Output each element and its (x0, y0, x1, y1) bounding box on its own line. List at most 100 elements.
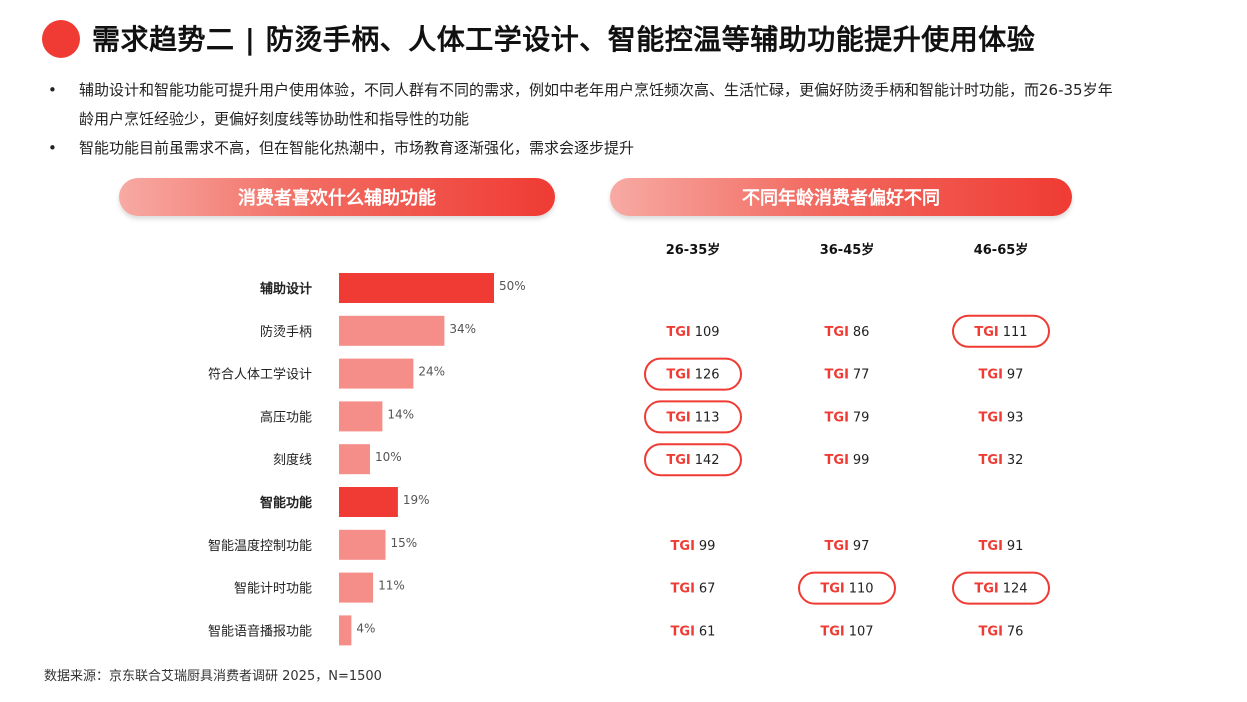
tgi-number: 113 (695, 410, 720, 425)
value-label: 11% (378, 579, 405, 593)
tgi-prefix: TGI (825, 453, 849, 468)
category-label: 智能功能 (260, 495, 312, 511)
tgi-number: 142 (695, 453, 720, 468)
tgi-prefix: TGI (666, 325, 690, 340)
tgi-cell: TGI 91 (979, 539, 1024, 554)
tgi-cell: TGI 32 (979, 453, 1024, 468)
tgi-number: 32 (1007, 453, 1024, 468)
tgi-number: 99 (699, 539, 716, 554)
value-label: 19% (403, 493, 430, 507)
tgi-number: 109 (695, 325, 720, 340)
tgi-cell: TGI 124 (952, 571, 1050, 605)
tgi-prefix: TGI (666, 368, 690, 383)
tgi-value: TGI 109 (666, 325, 719, 340)
tgi-number: 76 (1007, 624, 1024, 639)
tgi-cell: TGI 107 (820, 624, 873, 639)
tgi-value: TGI 32 (979, 453, 1024, 468)
tgi-number: 79 (853, 410, 870, 425)
tgi-cell: TGI 110 (798, 571, 896, 605)
highlight-outline (952, 571, 1050, 605)
tgi-value: TGI 99 (671, 539, 716, 554)
tgi-value: TGI 97 (979, 368, 1024, 383)
tgi-number: 99 (853, 453, 870, 468)
bullet-item: 辅助设计和智能功能可提升用户使用体验，不同人群有不同的需求，例如中老年用户烹饪频… (44, 76, 1124, 134)
bar (339, 529, 386, 560)
tgi-prefix: TGI (671, 624, 695, 639)
tgi-prefix: TGI (820, 582, 844, 597)
tgi-value: TGI 97 (825, 539, 870, 554)
tgi-cell: TGI 109 (666, 325, 719, 340)
category-label: 辅助设计 (260, 281, 312, 297)
tgi-number: 97 (853, 539, 870, 554)
tgi-cell: TGI 61 (671, 624, 716, 639)
tgi-value: TGI 99 (825, 453, 870, 468)
tgi-value: TGI 110 (820, 582, 873, 597)
category-label: 智能计时功能 (234, 582, 312, 597)
tgi-value: TGI 107 (820, 624, 873, 639)
tgi-prefix: TGI (671, 539, 695, 554)
tgi-cell: TGI 79 (825, 410, 870, 425)
tgi-number: 107 (849, 624, 874, 639)
category-label: 智能温度控制功能 (208, 538, 312, 554)
column-header: 46-65岁 (974, 242, 1029, 258)
tgi-value: TGI 126 (666, 368, 719, 383)
bar (339, 315, 445, 346)
tgi-value: TGI 91 (979, 539, 1024, 554)
tgi-value: TGI 77 (825, 368, 870, 383)
value-label: 50% (499, 279, 526, 293)
category-label: 高压功能 (260, 409, 312, 425)
feature-bar-chart: 辅助设计 50% 防烫手柄 34% 符合人体工学设计 24% 高压功能 14% 刻度线 10% 智能… (208, 273, 526, 646)
tgi-cell: TGI 97 (825, 539, 870, 554)
tgi-value: TGI 76 (979, 624, 1024, 639)
tgi-cell: TGI 99 (825, 453, 870, 468)
bar (339, 273, 494, 303)
column-header: 36-45岁 (820, 242, 875, 258)
bar (339, 572, 374, 603)
tgi-prefix: TGI (979, 368, 1003, 383)
bar (339, 444, 370, 475)
tgi-prefix: TGI (825, 539, 849, 554)
bullet-item: 智能功能目前虽需求不高，但在智能化热潮中，市场教育逐渐强化，需求会逐步提升 (44, 134, 1124, 163)
tgi-cell: TGI 111 (952, 314, 1050, 348)
tgi-value: TGI 67 (671, 582, 716, 597)
tgi-prefix: TGI (825, 325, 849, 340)
tgi-cell: TGI 126 (644, 357, 742, 391)
tgi-prefix: TGI (666, 410, 690, 425)
tgi-number: 91 (1007, 539, 1024, 554)
tgi-cell: TGI 93 (979, 410, 1024, 425)
tgi-prefix: TGI (820, 624, 844, 639)
value-label: 14% (387, 407, 414, 421)
tgi-value: TGI 86 (825, 325, 870, 340)
tgi-value: TGI 142 (666, 453, 719, 468)
bar (339, 487, 398, 517)
tgi-number: 67 (699, 582, 716, 597)
tgi-value: TGI 113 (666, 410, 719, 425)
category-label: 刻度线 (273, 452, 312, 468)
page-title: 需求趋势二 | 防烫手柄、人体工学设计、智能控温等辅助功能提升使用体验 (92, 23, 1036, 56)
data-source: 数据来源：京东联合艾瑞厨具消费者调研 2025，N=1500 (44, 669, 382, 684)
tgi-prefix: TGI (825, 410, 849, 425)
tgi-number: 124 (1003, 582, 1028, 597)
bar (339, 358, 414, 389)
tgi-number: 126 (695, 368, 720, 383)
tgi-prefix: TGI (825, 368, 849, 383)
tgi-number: 111 (1003, 325, 1028, 340)
tgi-prefix: TGI (974, 582, 998, 597)
category-label: 智能语音播报功能 (208, 623, 312, 639)
tgi-cell: TGI 113 (644, 400, 742, 434)
tgi-value: TGI 61 (671, 624, 716, 639)
tgi-cell: TGI 97 (979, 368, 1024, 383)
tgi-prefix: TGI (979, 539, 1003, 554)
tgi-number: 97 (1007, 368, 1024, 383)
value-label: 24% (418, 365, 445, 379)
column-header: 26-35岁 (666, 242, 721, 258)
value-label: 4% (356, 621, 375, 635)
tgi-number: 77 (853, 368, 870, 383)
left-panel-title: 消费者喜欢什么辅助功能 (119, 178, 555, 216)
tgi-prefix: TGI (666, 453, 690, 468)
tgi-table: 26-35岁 36-45岁 46-65岁 TGI 109 TGI 86 TGI 111 TGI 12… (644, 242, 1050, 639)
category-label: 防烫手柄 (260, 324, 312, 340)
tgi-value: TGI 124 (974, 582, 1027, 597)
tgi-number: 86 (853, 325, 870, 340)
tgi-number: 93 (1007, 410, 1024, 425)
